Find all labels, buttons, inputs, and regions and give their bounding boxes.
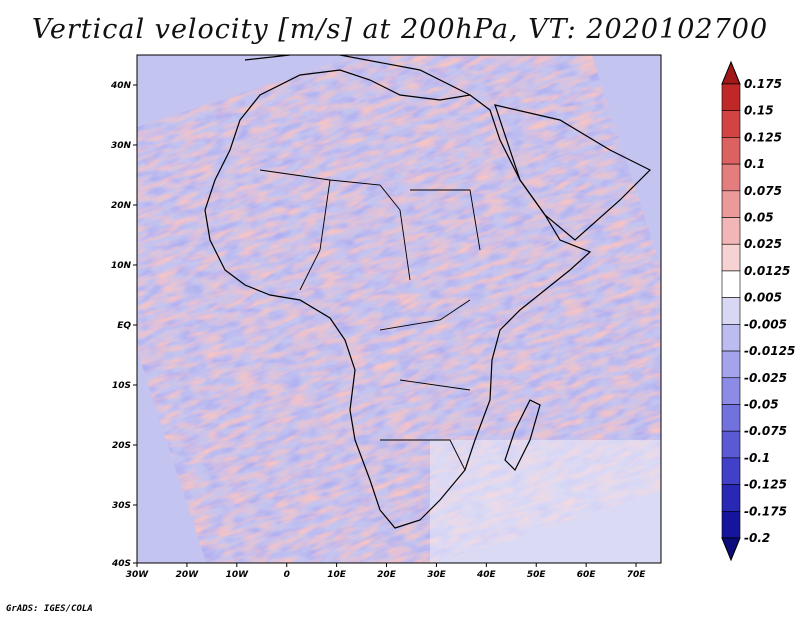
colorbar-segment [721,510,741,539]
lat-tick-label: 40S [111,559,131,569]
colorbar-label: -0.1 [744,451,770,465]
lon-tick-label: 50E [527,570,547,580]
lon-tick-label: 0 [284,570,290,580]
lat-axis: 40N 30N 20N 10N EQ 10S 20S 30S 40S [110,81,137,569]
lat-tick-label: 10S [112,381,131,391]
colorbar-label: 0.175 [744,77,782,91]
colorbar-segment [721,377,741,405]
lat-tick-label: 10N [111,261,132,271]
lon-tick-label: 30W [126,570,150,580]
colorbar-label: -0.2 [744,531,770,545]
colorbar-label: 0.0125 [744,264,790,278]
colorbar-label: -0.175 [744,504,787,518]
lat-tick-label: 40N [110,81,132,91]
plot-frame [136,54,662,564]
europe-coastline [244,55,471,96]
colorbar-segment [721,163,741,192]
colorbar-label: 0.05 [744,211,774,225]
colorbar-segment [721,404,741,432]
colorbar-label: 0.15 [744,104,774,118]
arabia-coastline [494,104,652,241]
colorbar: 0.175 0.15 0.125 0.1 0.075 0.05 0.025 0.0125 0.0… [721,60,795,562]
colorbar-segment [721,83,741,112]
border-lines [259,169,481,471]
lon-tick-label: 30E [427,570,447,580]
colorbar-label: 0.1 [744,157,765,171]
colorbar-segment [721,243,741,272]
page-title: Vertical velocity [m/s] at 200hPa, VT: 2… [31,14,769,45]
colorbar-label: -0.005 [744,317,787,331]
colorbar-label: -0.125 [744,478,787,492]
colorbar-label: -0.05 [744,397,779,411]
colorbar-segment [721,270,741,298]
lon-tick-label: 40E [476,570,497,580]
lon-tick-label: 10W [226,570,250,580]
colorbar-label: -0.0125 [744,344,795,358]
lon-tick-label: 10E [327,570,347,580]
colorbar-label: -0.075 [744,424,787,438]
coastlines [204,55,652,529]
lat-tick-label: EQ [117,321,131,331]
colorbar-label: 0.025 [744,237,782,251]
colorbar-segment [721,484,741,512]
colorbar-segment [721,110,741,138]
colorbar-label: -0.025 [744,371,787,385]
lat-tick-label: 20N [111,201,132,211]
colorbar-segment [721,350,741,379]
colorbar-segment [721,137,741,165]
lon-tick-label: 70E [627,570,647,580]
colorbar-bottom-arrow [721,537,741,562]
colorbar-label: 0.125 [744,130,782,144]
colorbar-label: 0.075 [744,184,782,198]
footer-credit: GrADS: IGES/COLA [6,604,93,614]
colorbar-segment [721,297,741,325]
madagascar-coastline [504,399,541,472]
lat-tick-label: 20S [112,441,131,451]
africa-coastline [204,69,592,529]
colorbar-segment [721,324,741,352]
lon-axis: 30W 20W 10W 0 10E 20E 30E 40E 50E 60E 70E [126,563,646,580]
velocity-field [137,55,661,563]
colorbar-segment [721,457,741,485]
colorbar-segment [721,190,741,218]
colorbar-segment [721,430,741,459]
lon-tick-label: 20W [176,570,200,580]
lon-tick-label: 20E [377,570,397,580]
lon-tick-label: 60E [577,570,597,580]
colorbar-segment [721,217,741,245]
colorbar-top-arrow [721,60,741,85]
lat-tick-label: 30S [112,501,131,511]
lat-tick-label: 30N [111,141,132,151]
colorbar-label: 0.005 [744,291,782,305]
